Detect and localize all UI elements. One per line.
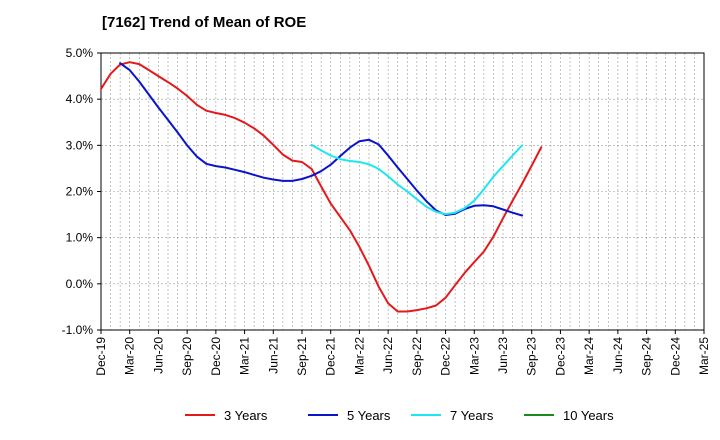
x-axis: Dec-19 Mar-20 Jun-20 Sep-20 Dec-20 Mar-21 Jun-…: [94, 330, 711, 376]
plot-area: [100, 52, 705, 331]
legend-label-3-years: 3 Years: [224, 408, 268, 423]
x-tick-label: Sep-24: [640, 337, 654, 376]
y-axis: 5.0% 4.0% 3.0% 2.0% 1.0% 0.0% -1.0%: [62, 46, 101, 337]
x-tick-label: Mar-20: [123, 337, 137, 375]
series-line-3-years: [100, 61, 543, 313]
x-tick-label: Jun-20: [151, 337, 165, 374]
x-tick-label: Jun-23: [496, 337, 510, 374]
y-tick-label: 3.0%: [66, 138, 94, 152]
y-tick-label: 2.0%: [66, 185, 94, 199]
x-tick-label: Sep-20: [180, 337, 194, 376]
series-layer: [100, 61, 543, 313]
x-tick-label: Dec-19: [94, 337, 108, 376]
y-tick-label: 4.0%: [66, 92, 94, 106]
x-tick-label: Dec-22: [439, 337, 453, 376]
x-tick-label: Sep-22: [410, 337, 424, 376]
x-tick-label: Jun-22: [381, 337, 395, 374]
y-tick-label: 1.0%: [66, 231, 94, 245]
x-tick-label: Dec-24: [668, 337, 682, 376]
x-tick-label: Dec-20: [209, 337, 223, 376]
x-tick-label: Sep-23: [525, 337, 539, 376]
x-tick-label: Sep-21: [295, 337, 309, 376]
y-tick-label: -1.0%: [62, 323, 94, 337]
legend: 3 Years 5 Years 7 Years 10 Years: [185, 408, 614, 423]
y-tick-label: 0.0%: [66, 277, 94, 291]
series-line-7-years: [310, 143, 524, 216]
x-tick-label: Mar-24: [582, 337, 596, 375]
x-tick-label: Dec-23: [553, 337, 567, 376]
x-tick-label: Jun-24: [611, 337, 625, 374]
x-tick-label: Mar-22: [352, 337, 366, 375]
legend-label-10-years: 10 Years: [563, 408, 614, 423]
x-tick-label: Dec-21: [324, 337, 338, 376]
x-tick-label: Mar-21: [238, 337, 252, 375]
y-tick-label: 5.0%: [66, 46, 94, 60]
legend-label-5-years: 5 Years: [347, 408, 391, 423]
x-tick-label: Mar-25: [697, 337, 711, 375]
legend-label-7-years: 7 Years: [450, 408, 494, 423]
x-tick-label: Jun-21: [266, 337, 280, 374]
x-tick-label: Mar-23: [467, 337, 481, 375]
chart-title: [7162] Trend of Mean of ROE: [102, 14, 307, 31]
